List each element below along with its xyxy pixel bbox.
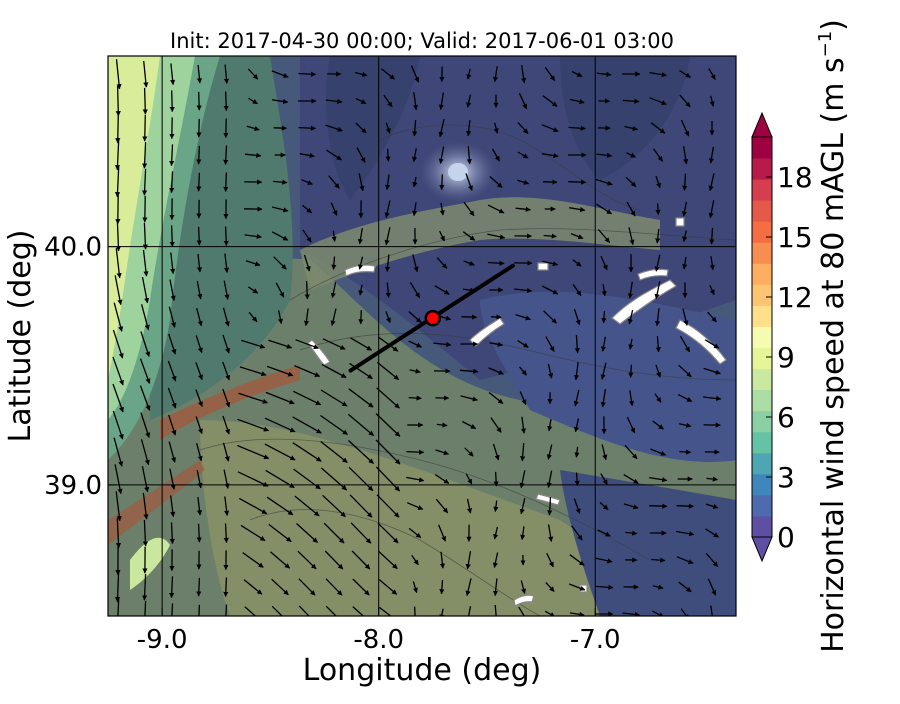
colorbar-segment bbox=[752, 263, 772, 285]
colorbar-segment bbox=[752, 390, 772, 412]
wind-arrow bbox=[442, 174, 443, 189]
y-tick-label: 40.0 bbox=[44, 233, 102, 263]
colorbar-tick-label: 18 bbox=[777, 161, 813, 194]
colorbar-segment bbox=[752, 516, 772, 538]
wind-arrow bbox=[631, 365, 632, 378]
map-title: Init: 2017-04-30 00:00; Valid: 2017-06-0… bbox=[170, 29, 674, 53]
x-axis-label: Longitude (deg) bbox=[303, 653, 542, 688]
wind-arrow bbox=[406, 452, 423, 453]
wind-arrow bbox=[649, 506, 667, 507]
white-patch bbox=[538, 263, 548, 270]
wind-arrow bbox=[199, 578, 200, 596]
colorbar-tick-label: 9 bbox=[777, 341, 795, 374]
colorbar-label-superscript: −1 bbox=[815, 31, 836, 58]
wind-arrow bbox=[199, 92, 200, 110]
colorbar-label-main: Horizontal wind speed at 80 mAGL (m s bbox=[816, 57, 851, 653]
wind-arrow bbox=[118, 86, 119, 116]
colorbar-ticks: 0 3 6 9 12 15 18 bbox=[766, 161, 813, 554]
colorbar-label-suffix: ) bbox=[816, 19, 851, 31]
colorbar-segment bbox=[752, 179, 772, 201]
colorbar-segment bbox=[752, 326, 772, 348]
wind-arrow bbox=[496, 472, 497, 486]
wind-arrow bbox=[226, 92, 227, 111]
x-tick-label: -8.0 bbox=[353, 625, 404, 655]
wind-speed-map bbox=[108, 56, 736, 629]
colorbar-tick-label: 0 bbox=[777, 521, 795, 554]
colorbar-segment bbox=[752, 305, 772, 327]
wind-arrow bbox=[679, 452, 690, 453]
colorbar-tick-label: 3 bbox=[777, 461, 795, 494]
colorbar-segment bbox=[752, 137, 772, 159]
wind-arrow bbox=[145, 88, 146, 114]
colorbar-tick-label: 12 bbox=[777, 281, 813, 314]
colorbar-segment bbox=[752, 411, 772, 433]
wind-arrow bbox=[199, 524, 200, 542]
colorbar-segment bbox=[752, 348, 772, 370]
colorbar-extend-min bbox=[752, 537, 772, 561]
site-marker bbox=[426, 311, 440, 325]
wind-arrow bbox=[307, 281, 308, 299]
colorbar-segment bbox=[752, 284, 772, 306]
wind-arrow bbox=[361, 310, 362, 324]
wind-arrow bbox=[299, 128, 316, 129]
x-tick-label: -9.0 bbox=[137, 625, 188, 655]
y-axis-label: Latitude (deg) bbox=[3, 230, 38, 443]
colorbar-extend-max bbox=[752, 113, 772, 137]
mountain-peak-core bbox=[448, 163, 468, 181]
wind-arrow bbox=[226, 578, 227, 597]
wind-arrow bbox=[226, 227, 227, 246]
colorbar-segment bbox=[752, 432, 772, 454]
colorbar-tick-label: 6 bbox=[777, 401, 795, 434]
wind-arrow bbox=[199, 146, 200, 164]
wind-arrow bbox=[199, 173, 200, 191]
y-axis-ticks: 40.0 39.0 bbox=[44, 233, 116, 501]
colorbar-segment bbox=[752, 369, 772, 391]
colorbar-segment bbox=[752, 242, 772, 264]
colorbar-segment bbox=[752, 453, 772, 475]
x-tick-label: -7.0 bbox=[570, 625, 621, 655]
colorbar-segment bbox=[752, 221, 772, 243]
wind-arrow bbox=[568, 182, 586, 183]
colorbar-label: Horizontal wind speed at 80 mAGL (m s−1) bbox=[815, 19, 851, 653]
colorbar-tick-label: 15 bbox=[777, 221, 813, 254]
colorbar-segment bbox=[752, 158, 772, 180]
wind-arrow bbox=[172, 225, 173, 246]
white-patch bbox=[676, 218, 684, 226]
y-tick-label: 39.0 bbox=[44, 471, 102, 501]
wind-arrow bbox=[415, 607, 416, 622]
wind-arrow bbox=[199, 227, 200, 245]
wind-arrow bbox=[677, 506, 694, 507]
wind-arrow bbox=[226, 173, 227, 192]
wind-arrow bbox=[604, 311, 605, 323]
colorbar bbox=[752, 113, 772, 561]
wind-arrow bbox=[118, 113, 119, 143]
wind-arrow bbox=[145, 115, 146, 141]
wind-arrow bbox=[658, 204, 659, 215]
colorbar-segment bbox=[752, 200, 772, 222]
wind-arrow bbox=[409, 398, 422, 399]
wind-arrow bbox=[199, 605, 200, 623]
wind-arrow bbox=[172, 90, 173, 111]
wind-arrow bbox=[388, 149, 389, 161]
colorbar-segment bbox=[752, 495, 772, 517]
